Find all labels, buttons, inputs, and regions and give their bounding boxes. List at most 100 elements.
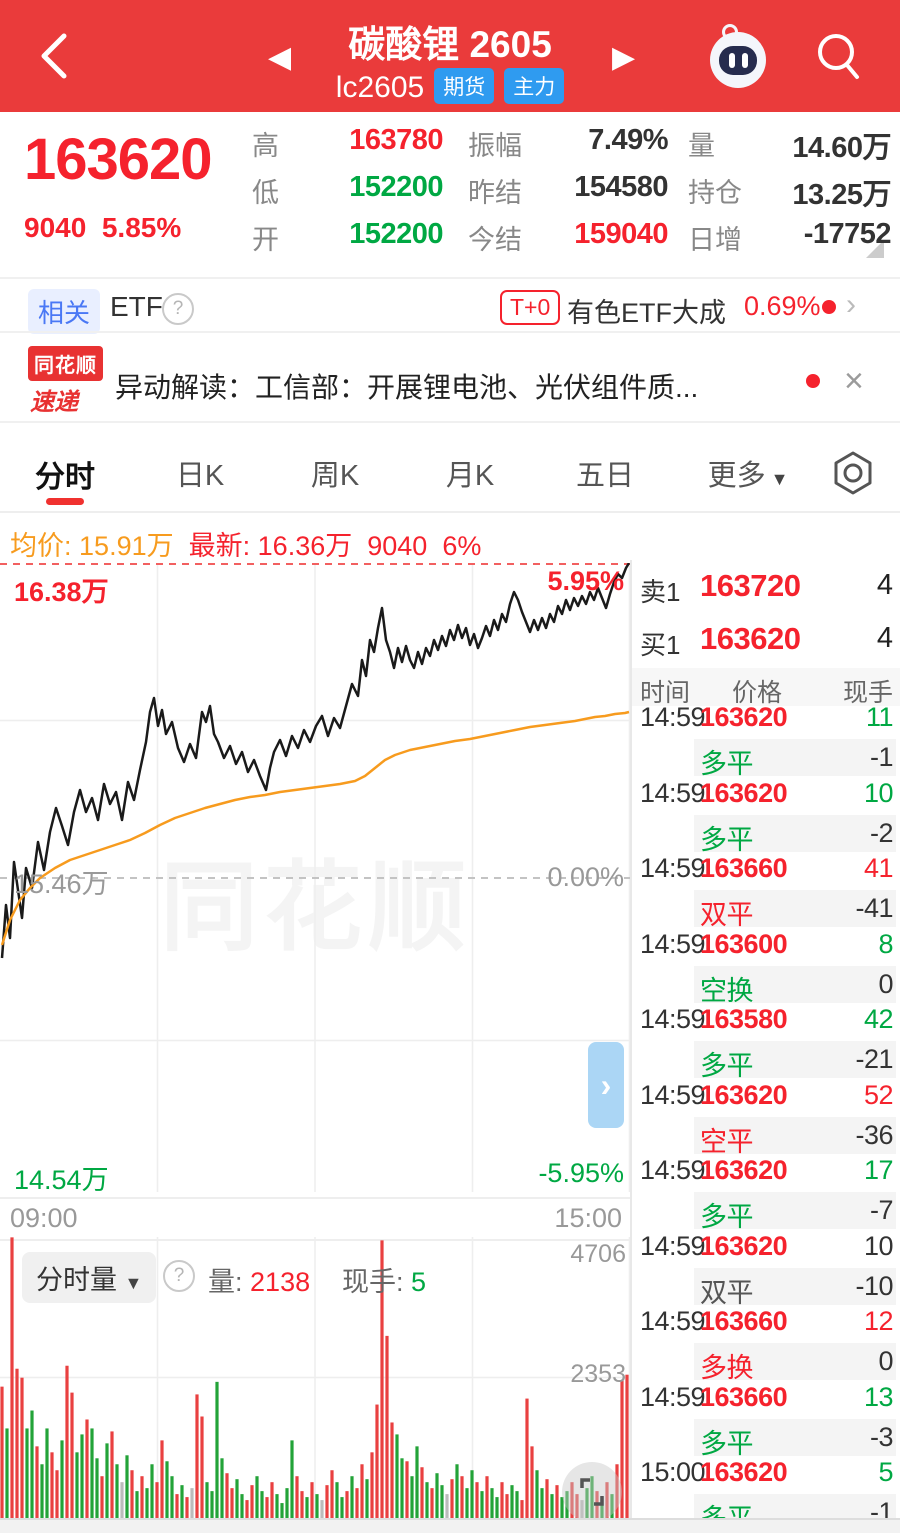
volume-bar [35, 1446, 39, 1518]
volume-bar [65, 1365, 69, 1518]
tape-time: 14:59 [640, 1381, 706, 1412]
volume-bar [235, 1479, 239, 1518]
contract-code-row: lc2605 期货 主力 [0, 68, 900, 105]
tape-change: 0 [878, 968, 893, 999]
volume-bar [50, 1452, 54, 1518]
panel-toggle-button[interactable]: › [588, 1042, 624, 1128]
volume-bar [620, 1380, 624, 1518]
volume-bar [115, 1464, 119, 1518]
tape-row-strip [694, 739, 896, 776]
tab-更多[interactable]: 更多 ▼ [707, 460, 789, 492]
volume-bar [390, 1422, 394, 1518]
news-headline[interactable]: 异动解读：工信部：开展锂电池、光伏组件质... [115, 372, 699, 403]
volume-bar [445, 1494, 449, 1518]
price-change: 9040 5.85% [24, 212, 182, 243]
ask1-price[interactable]: 163720 [700, 568, 801, 603]
col-hand: 现手 [842, 679, 893, 707]
volume-bar [70, 1392, 74, 1518]
tape-time: 14:59 [640, 1004, 706, 1034]
volume-bar [285, 1488, 289, 1518]
stat-value: 163780 [349, 124, 443, 156]
tape-row-strip [694, 1192, 896, 1229]
volume-bar [325, 1485, 329, 1518]
volume-bar [85, 1419, 89, 1518]
tape-price: 163600 [700, 928, 788, 959]
volume-bar [110, 1431, 114, 1518]
volume-indicator-selector[interactable]: 分时量 ▼ [22, 1252, 157, 1303]
tape-qty: 52 [863, 1079, 894, 1110]
stat-value: 14.60万 [792, 132, 891, 164]
tab-月K[interactable]: 月K [445, 460, 495, 492]
volume-bar [60, 1440, 64, 1518]
volume-bar [15, 1368, 19, 1518]
tape-header: 时间 价格 现手 [632, 668, 900, 707]
tape-row-strip [694, 1041, 896, 1078]
volume-bar [420, 1467, 424, 1518]
volume-bar [350, 1476, 354, 1518]
search-icon[interactable] [812, 30, 864, 84]
tab-分时[interactable]: 分时 [35, 461, 95, 494]
tape-type: 双平 [700, 900, 754, 930]
latest-label: 最新: [188, 531, 251, 561]
etf-change-pct: 0.69% [744, 291, 821, 321]
tape-price: 163660 [700, 1306, 788, 1336]
volume-bar [200, 1416, 204, 1518]
volume-bar [185, 1497, 189, 1518]
robot-assistant-icon[interactable] [710, 24, 766, 88]
tape-price: 163620 [700, 777, 788, 808]
tape-qty: 12 [863, 1306, 894, 1336]
tab-周K[interactable]: 周K [310, 460, 360, 492]
tape-time: 14:59 [640, 1155, 706, 1185]
time-end-label: 15:00 [554, 1203, 622, 1233]
latest-pct: 6% [442, 531, 482, 561]
volume-bar [520, 1500, 524, 1518]
time-start-label: 09:00 [10, 1203, 78, 1233]
volume-bar [455, 1464, 459, 1518]
volume-bar [90, 1428, 94, 1518]
volume-bar [250, 1485, 254, 1518]
volume-bar [295, 1476, 299, 1518]
avg-label: 均价: [10, 531, 72, 561]
etf-name[interactable]: 有色ETF大成 [567, 298, 726, 328]
volume-chart[interactable] [0, 1237, 631, 1518]
etf-chevron-icon[interactable]: › [846, 288, 856, 321]
pct-mid-label: 0.00% [547, 862, 624, 892]
volume-bar [240, 1494, 244, 1518]
volume-bar [555, 1485, 559, 1518]
volume-bar [345, 1491, 349, 1518]
minute-chart[interactable] [0, 563, 631, 1193]
tape-price: 163620 [700, 1079, 788, 1110]
volume-bar [360, 1464, 364, 1518]
volume-bar [275, 1494, 279, 1518]
tape-price: 163660 [700, 1381, 788, 1412]
latest-change: 9040 [367, 531, 428, 561]
tab-日K[interactable]: 日K [175, 460, 225, 492]
ask1-label: 卖1 [640, 577, 681, 607]
tab-五日[interactable]: 五日 [575, 460, 635, 492]
fullscreen-button[interactable] [562, 1462, 622, 1522]
tape-type: 多平 [700, 1202, 754, 1232]
etf-help-icon[interactable]: ? [162, 293, 194, 325]
volume-bar [490, 1488, 494, 1518]
volume-bar [410, 1476, 414, 1518]
volume-help-icon[interactable]: ? [163, 1260, 195, 1292]
expand-stats-icon[interactable] [866, 240, 884, 258]
stat-label: 今结 [468, 225, 522, 255]
news-close-icon[interactable]: × [844, 362, 864, 400]
volume-bar [500, 1482, 504, 1518]
tape-change: -10 [855, 1270, 893, 1301]
stat-value: 154580 [574, 171, 668, 203]
back-icon[interactable] [34, 28, 74, 84]
tape-type: 多换 [700, 1353, 754, 1383]
chart-settings-icon[interactable] [828, 448, 878, 498]
bid1-price[interactable]: 163620 [700, 621, 801, 656]
bid1-qty: 4 [876, 622, 893, 654]
divider [630, 560, 632, 1531]
volume-mid-label: 2353 [570, 1360, 626, 1388]
next-contract-icon[interactable]: ▶ [612, 41, 636, 74]
prev-contract-icon[interactable]: ◀ [268, 41, 292, 74]
stat-value: 152200 [349, 218, 443, 250]
volume-bar [525, 1398, 529, 1518]
volume-bar [615, 1464, 619, 1518]
volume-bar [175, 1494, 179, 1518]
